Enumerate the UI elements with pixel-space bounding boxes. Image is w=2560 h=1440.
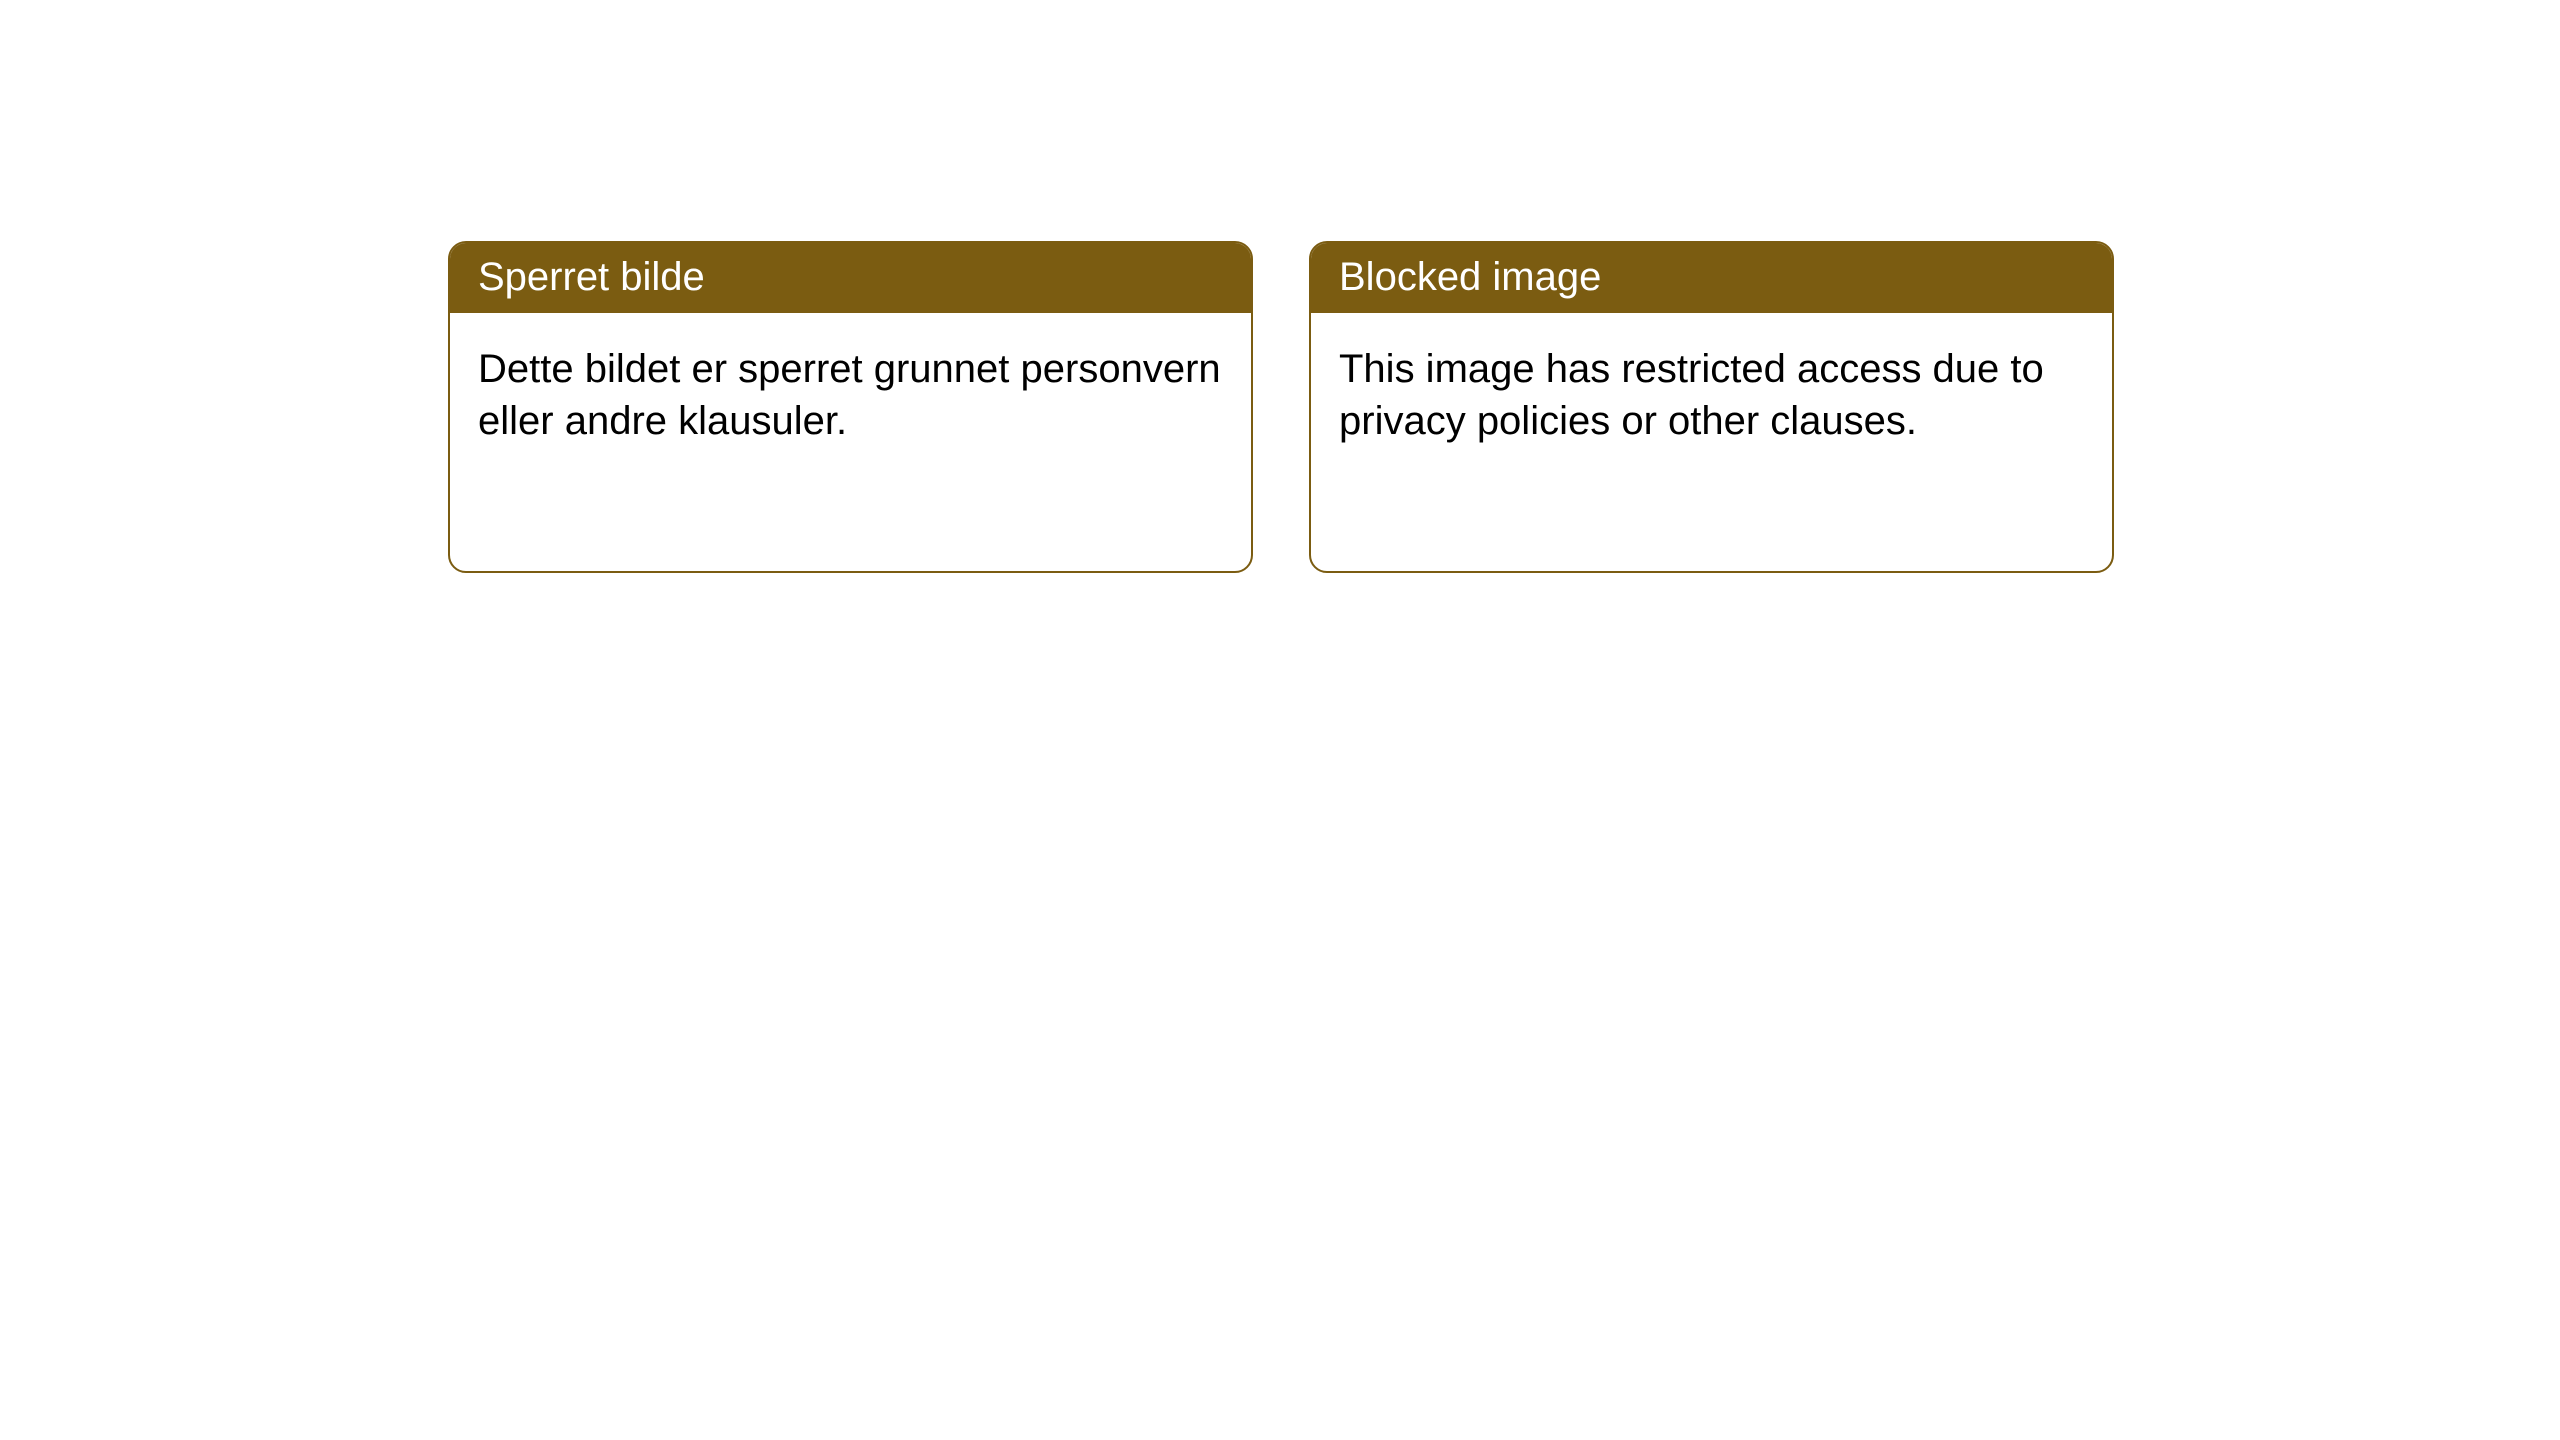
blocked-image-panel-no: Sperret bilde Dette bildet er sperret gr…	[448, 241, 1253, 573]
panel-title-en: Blocked image	[1311, 243, 2112, 313]
panels-container: Sperret bilde Dette bildet er sperret gr…	[448, 241, 2114, 573]
panel-title-no: Sperret bilde	[450, 243, 1251, 313]
panel-body-en: This image has restricted access due to …	[1311, 313, 2112, 447]
blocked-image-panel-en: Blocked image This image has restricted …	[1309, 241, 2114, 573]
panel-body-no: Dette bildet er sperret grunnet personve…	[450, 313, 1251, 447]
page-root: Sperret bilde Dette bildet er sperret gr…	[0, 0, 2560, 1440]
